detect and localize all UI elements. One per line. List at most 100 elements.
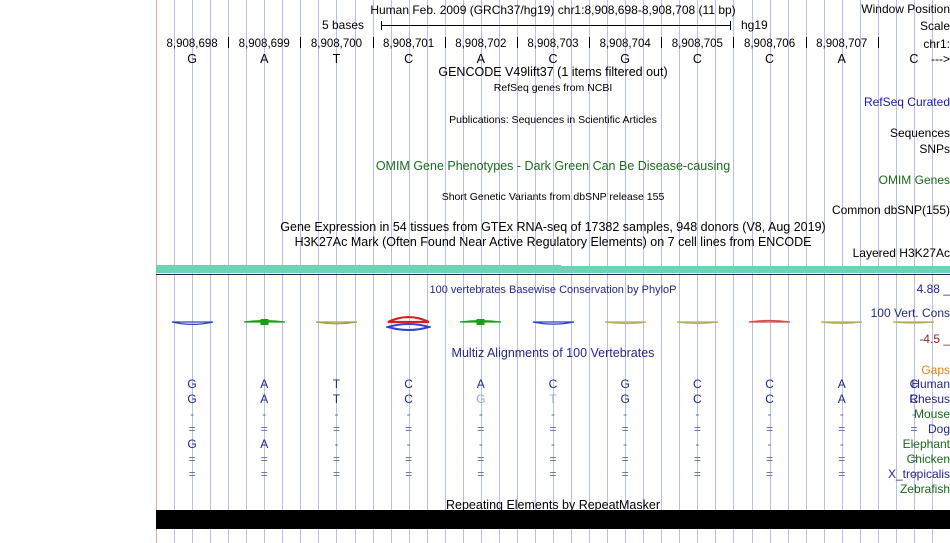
h3k27ac-baseline bbox=[156, 274, 950, 275]
multiz-caption: Multiz Alignments of 100 Vertebrates bbox=[451, 346, 655, 360]
alignment-base: - bbox=[911, 407, 916, 421]
alignment-base: - bbox=[839, 437, 844, 451]
species-label-zebrafish[interactable]: Zebrafish bbox=[899, 482, 950, 496]
alignment-base: = bbox=[332, 422, 340, 436]
conservation-bar bbox=[531, 306, 576, 338]
repeatmasker-bar bbox=[156, 510, 950, 529]
gtex-caption: Gene Expression in 54 tissues from GTEx … bbox=[280, 220, 826, 234]
alignment-base: = bbox=[477, 452, 485, 466]
alignment-base: = bbox=[405, 422, 413, 436]
alignment-base: = bbox=[332, 467, 340, 481]
ruler-position-label: 8,908,705 bbox=[671, 38, 723, 50]
alignment-base: - bbox=[478, 407, 483, 421]
alignment-base: - bbox=[190, 407, 195, 421]
alignment-row: = = = = = = = = = = = bbox=[156, 453, 950, 466]
species-label-x_tropicalis[interactable]: X_tropicalis bbox=[887, 467, 950, 481]
alignment-base: - bbox=[406, 437, 411, 451]
ruler-position-label: 8,908,707 bbox=[816, 38, 868, 50]
ruler-position-label: 8,908,706 bbox=[743, 38, 796, 50]
alignment-base: T bbox=[549, 392, 557, 406]
ruler-tick bbox=[228, 37, 229, 48]
omim-caption: OMIM Gene Phenotypes - Dark Green Can Be… bbox=[375, 159, 731, 173]
alignment-base: - bbox=[695, 407, 700, 421]
conservation-bar bbox=[891, 306, 936, 338]
ruler-position-label: 8,908,703 bbox=[527, 38, 579, 50]
conservation-bar bbox=[819, 306, 864, 338]
ruler-position-label: 8,908,702 bbox=[455, 38, 507, 50]
ruler-position-label: 8,908,704 bbox=[599, 38, 651, 50]
track-label-common-dbsnp[interactable]: Common dbSNP(155) bbox=[831, 203, 950, 217]
conservation-axis-max: 4.88 _ bbox=[916, 282, 950, 296]
alignment-base: = bbox=[910, 452, 918, 466]
alignment-base: = bbox=[188, 467, 196, 481]
alignment-base: = bbox=[260, 422, 268, 436]
track-label-layered-h3k27ac[interactable]: Layered H3K27Ac bbox=[852, 246, 950, 260]
ruler-tick bbox=[733, 37, 734, 48]
alignment-base: C bbox=[909, 377, 919, 391]
alignment-base: C bbox=[765, 377, 774, 391]
ruler-base-letter: G bbox=[187, 52, 197, 66]
alignment-base: A bbox=[260, 437, 269, 451]
alignment-base: C bbox=[693, 392, 702, 406]
alignment-base: = bbox=[188, 452, 196, 466]
alignment-base: - bbox=[767, 437, 772, 451]
phylop-caption: 100 vertebrates Basewise Conservation by… bbox=[429, 284, 677, 296]
alignment-base: G bbox=[187, 437, 197, 451]
conservation-bar bbox=[170, 306, 215, 338]
alignment-base: = bbox=[838, 452, 846, 466]
ruler-base-letter: C bbox=[765, 52, 775, 66]
conservation-axis-min: -4.5 _ bbox=[919, 332, 950, 346]
species-label-elephant[interactable]: Elephant bbox=[902, 437, 950, 451]
species-label-chicken[interactable]: Chicken bbox=[906, 452, 950, 466]
species-label-dog[interactable]: Dog bbox=[927, 422, 950, 436]
track-label-snps[interactable]: SNPs bbox=[919, 142, 950, 156]
track-label-refseq-curated[interactable]: RefSeq Curated bbox=[863, 95, 950, 109]
h3k27ac-signal-left bbox=[156, 265, 561, 273]
alignment-base: = bbox=[332, 452, 340, 466]
track-label-100-vert-cons[interactable]: 100 Vert. Cons bbox=[870, 306, 950, 320]
alignment-base: T bbox=[332, 377, 341, 391]
ruler-tick bbox=[445, 37, 446, 48]
ruler-base-letter: A bbox=[837, 52, 846, 66]
species-label-mouse[interactable]: Mouse bbox=[913, 407, 950, 421]
dbsnp-caption: Short Genetic Variants from dbSNP releas… bbox=[441, 191, 665, 203]
species-label-rhesus[interactable]: Rhesus bbox=[909, 392, 950, 406]
species-label-human[interactable]: Human bbox=[911, 377, 950, 391]
alignment-base: - bbox=[767, 407, 772, 421]
ruler-position-label: 8,908,700 bbox=[310, 38, 363, 50]
alignment-base: C bbox=[548, 377, 558, 391]
ruler-tick bbox=[300, 37, 301, 48]
ruler-base-letter: T bbox=[332, 52, 341, 66]
refseq-caption: RefSeq genes from NCBI bbox=[493, 82, 613, 94]
alignment-base: - bbox=[839, 407, 844, 421]
ruler-base-letter: G bbox=[620, 52, 631, 66]
alignment-base: - bbox=[551, 437, 555, 451]
alignment-base: A bbox=[260, 377, 269, 391]
alignment-row bbox=[156, 483, 950, 496]
assembly-short-label: hg19 bbox=[741, 18, 768, 32]
ruler-tick bbox=[878, 37, 879, 48]
alignment-base: = bbox=[621, 422, 629, 436]
alignment-base: C bbox=[909, 392, 919, 406]
alignment-base: = bbox=[621, 467, 629, 481]
alignment-base: - bbox=[478, 437, 483, 451]
ruler-position-label: 8,908,701 bbox=[383, 38, 435, 50]
ruler-tick bbox=[806, 37, 807, 48]
ruler-tick bbox=[661, 37, 662, 48]
alignment-base: = bbox=[477, 422, 485, 436]
h3k27ac-signal-right bbox=[561, 266, 950, 273]
conservation-bar bbox=[384, 306, 433, 338]
track-label-omim-genes[interactable]: OMIM Genes bbox=[878, 173, 950, 187]
track-label-sequences[interactable]: Sequences bbox=[889, 126, 950, 140]
ruler-base-letter: C bbox=[404, 52, 414, 66]
alignment-base: = bbox=[766, 452, 774, 466]
ruler-base-letter: C bbox=[909, 52, 919, 66]
publications-caption: Publications: Sequences in Scientific Ar… bbox=[449, 114, 657, 126]
track-label-gaps[interactable]: Gaps bbox=[921, 363, 950, 377]
alignment-base: = bbox=[549, 422, 557, 436]
conservation-bar bbox=[675, 306, 720, 338]
